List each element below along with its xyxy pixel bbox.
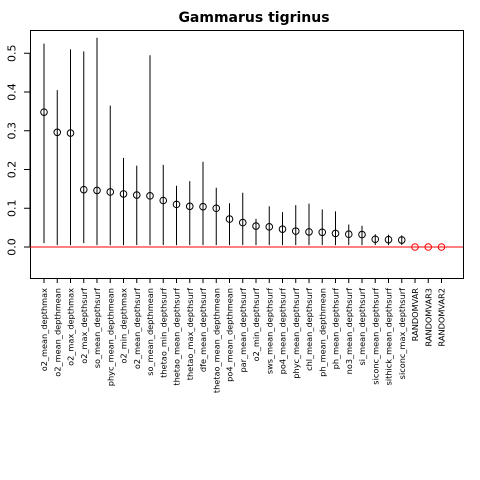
point-RANDOMVAR [411,243,419,251]
x-tick-label-sithick_mean_depthsurf: sithick_mean_depthsurf [384,287,394,386]
x-tick-label-thetao_mean_depthmean: thetao_mean_depthmean [211,288,221,393]
point-phyc_mean_depthsurf [291,227,300,235]
point-so_mean_depthmean [146,192,154,200]
whiskers-group [43,37,403,246]
points-group [40,108,446,251]
x-tick-label-o2_min_depthsurf: o2_min_depthsurf [251,287,261,361]
point-RANDOMVAR3 [424,243,433,251]
x-tick-label-so_mean_depthmean: so_mean_depthmean [145,288,155,376]
x-tick-label-po4_mean_depthsurf: po4_mean_depthsurf [278,287,288,374]
point-chl_mean_depthsurf [305,228,313,236]
x-tick-label-thetao_mean_depthsurf: thetao_mean_depthsurf [172,287,182,386]
point-thetao_mean_depthmean [212,204,221,213]
point-o2_max_depthsurf [79,185,88,194]
point-siconc_max_depthsurf [397,236,406,244]
point-siconc_mean_depthsurf [371,235,380,244]
x-tick-label-si_mean_depthsurf: si_mean_depthsurf [357,287,367,366]
x-tick-label-o2_mean_depthmax: o2_mean_depthmax [39,288,49,371]
point-o2_min_depthsurf [252,222,260,230]
point-thetao_mean_depthsurf [172,200,181,209]
point-thetao_min_depthsurf [159,196,168,205]
x-tick-label-dfe_mean_depthsurf: dfe_mean_depthsurf [198,287,208,372]
point-ph_mean_depthsurf [331,229,340,238]
point-sws_mean_depthsurf [265,223,274,231]
y-tick-label: 0.0 [6,238,19,256]
point-ph_mean_depthmean [318,228,327,237]
y-tick-label: 0.2 [6,161,19,179]
point-thetao_max_depthsurf [185,202,194,211]
x-tick-label-RANDOMVAR: RANDOMVAR [410,288,420,342]
x-tick-label-phyc_mean_depthmean: phyc_mean_depthmean [105,288,115,386]
x-tick-label-par_mean_depthsurf: par_mean_depthsurf [238,287,248,373]
point-o2_mean_depthmean [53,128,62,137]
x-tick-label-siconc_mean_depthsurf: siconc_mean_depthsurf [370,287,380,385]
point-so_mean_depthsurf [93,186,101,195]
y-axis: 0.0 0.1 0.2 0.3 0.4 0.5 [6,45,31,256]
point-par_mean_depthsurf [238,218,247,227]
x-tick-label-chl_mean_depthsurf: chl_mean_depthsurf [304,287,314,371]
x-tick-label-ph_mean_depthsurf: ph_mean_depthsurf [331,287,341,369]
point-o2_mean_depthmax [40,108,48,116]
x-tick-label-thetao_min_depthsurf: thetao_min_depthsurf [158,287,168,378]
x-tick-label-o2_mean_depthsurf: o2_mean_depthsurf [132,287,142,369]
x-tick-label-ph_mean_depthmean: ph_mean_depthmean [317,288,327,377]
chart-title: Gammarus tigrinus [178,10,329,26]
point-po4_mean_depthsurf [278,225,287,233]
x-tick-label-o2_max_depthmax: o2_max_depthmax [66,288,76,366]
x-tick-label-phyc_mean_depthsurf: phyc_mean_depthsurf [291,287,301,379]
x-tick-label-siconc_max_depthsurf: siconc_max_depthsurf [397,287,407,379]
y-tick-label: 0.4 [6,83,19,101]
x-tick-label-o2_min_depthmax: o2_min_depthmax [119,288,129,364]
x-tick-label-po4_mean_depthmean: po4_mean_depthmean [225,288,235,382]
x-tick-label-o2_mean_depthmean: o2_mean_depthmean [52,288,62,377]
x-tick-label-so_mean_depthsurf: so_mean_depthsurf [92,287,102,368]
point-o2_min_depthmax [119,190,128,198]
y-tick-label: 0.1 [6,200,19,218]
point-si_mean_depthsurf [358,230,366,239]
y-tick-label: 0.5 [6,45,19,63]
point-po4_mean_depthmean [225,215,234,223]
x-tick-label-RANDOMVAR3: RANDOMVAR3 [423,288,433,346]
x-tick-labels: o2_mean_depthmax o2_mean_depthmean o2_max_… [39,278,447,393]
x-tick-label-RANDOMVAR2: RANDOMVAR2 [437,288,447,346]
point-phyc_mean_depthmean [106,188,115,196]
point-o2_max_depthmax [66,129,75,137]
x-tick-label-thetao_max_depthsurf: thetao_max_depthsurf [185,287,195,380]
point-dfe_mean_depthsurf [199,202,207,211]
point-no3_mean_depthsurf [344,230,353,239]
y-tick-label: 0.3 [6,122,19,140]
x-tick-label-o2_max_depthsurf: o2_max_depthsurf [79,287,89,364]
x-tick-label-no3_mean_depthsurf: no3_mean_depthsurf [344,287,354,374]
point-o2_mean_depthsurf [132,191,141,199]
point-sithick_mean_depthsurf [384,235,393,244]
point-RANDOMVAR2 [437,243,446,251]
x-tick-label-sws_mean_depthsurf: sws_mean_depthsurf [264,287,274,374]
